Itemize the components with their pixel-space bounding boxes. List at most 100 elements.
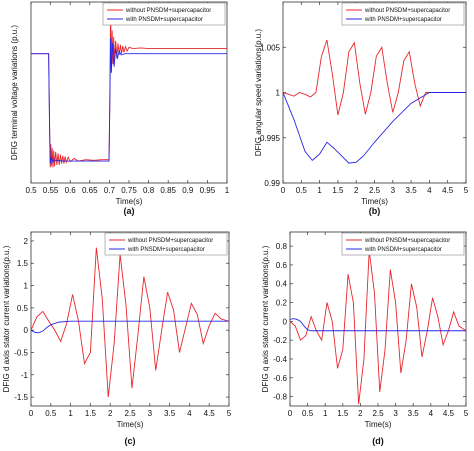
x-tick-label: 1 [68, 409, 73, 418]
x-tick-label: 4 [429, 409, 434, 418]
x-tick-label: 3.5 [408, 409, 420, 418]
plot-area [30, 1, 228, 184]
panel-caption: (a) [124, 206, 135, 216]
y-tick-label: -1.5 [14, 393, 28, 402]
chart-panel-d: 0 0.5 1 1.5 2 2.5 3 3.5 4 4.5 5 -0.8 -0.6 -0.4 -0.2 0 0.… [261, 231, 469, 446]
y-tick-label: 0.6 [276, 261, 288, 270]
y-tick-label: 2 [24, 237, 29, 246]
x-tick-label: 4.5 [442, 186, 454, 195]
x-tick-label: 1 [317, 186, 322, 195]
x-tick-label: 2.5 [369, 186, 381, 195]
y-tick-label: -0.5 [14, 348, 28, 357]
x-tick-label: 0 [29, 409, 34, 418]
x-tick-label: 3 [391, 186, 396, 195]
plot-area [289, 231, 467, 407]
panel-caption: (c) [125, 436, 136, 446]
x-tick-label: 1.5 [337, 409, 349, 418]
x-tick-label: 2 [354, 186, 359, 195]
y-tick-label: 0.2 [276, 299, 288, 308]
x-tick-label: 2.5 [372, 409, 384, 418]
x-tick-label: 0 [281, 186, 286, 195]
legend-label: with PNSDM+supercapacitor [125, 17, 203, 23]
y-tick-label: -0.6 [273, 374, 287, 383]
y-tick-label: 1 [24, 282, 29, 291]
legend [341, 232, 465, 256]
y-tick-label: 1.5 [17, 259, 29, 268]
y-tick-label: -0.2 [273, 336, 287, 345]
x-tick-label: 0.5 [302, 409, 314, 418]
x-tick-label: 0.7 [104, 186, 116, 195]
y-tick-label: 0.5 [17, 304, 29, 313]
y-axis-label: DFIG angular speed variations(p.u.) [254, 29, 263, 157]
x-axis-label: Time(s) [116, 197, 143, 206]
x-tick-label: 0.75 [121, 186, 137, 195]
plot-area [30, 231, 230, 407]
legend-label: with PNSDM+supercapacitor [364, 247, 442, 253]
x-tick-label: 0.5 [296, 186, 308, 195]
series-line-with-pnsdm [290, 318, 466, 332]
x-axis-label: Time(s) [117, 420, 144, 429]
chart-panel-b: 0 0.5 1 1.5 2 2.5 3 3.5 4 4.5 5 0.99 0.995 1 1.005 with… [254, 1, 469, 216]
legend-label: without PNSDM+supercapacitor [125, 8, 211, 14]
x-tick-label: 0.95 [200, 186, 216, 195]
y-axis-label: DFIG q axis stator current variations(p.… [261, 245, 270, 392]
panel-caption: (d) [372, 436, 384, 446]
legend-label: with PNSDM+supercapacitor [364, 17, 442, 23]
y-tick-label: 0.995 [260, 134, 281, 143]
x-tick-label: 3 [393, 409, 398, 418]
x-tick-label: 5 [464, 409, 469, 418]
legend-label: without PNSDM+supercapacitor [127, 238, 213, 244]
legend [341, 2, 465, 26]
y-tick-label: 0.99 [264, 179, 280, 188]
legend-label: without PNSDM+supercapacitor [364, 238, 450, 244]
y-tick-label: 0.4 [276, 280, 288, 289]
y-axis-label: DFIG d axis stator current variations(p.… [2, 245, 11, 392]
y-tick-label: 1 [276, 89, 281, 98]
y-tick-label: -0.8 [273, 393, 287, 402]
x-tick-label: 0.65 [82, 186, 98, 195]
x-tick-label: 0.85 [160, 186, 176, 195]
x-axis-label: Time(s) [365, 420, 392, 429]
x-tick-label: 3.5 [406, 186, 418, 195]
y-tick-label: 0.8 [276, 242, 288, 251]
x-tick-label: 5 [227, 409, 232, 418]
y-tick-label: 1.005 [260, 43, 281, 52]
legend-label: without PNSDM+supercapacitor [364, 8, 450, 14]
x-tick-label: 1.5 [332, 186, 344, 195]
x-tick-label: 1.5 [85, 409, 97, 418]
x-tick-label: 0.6 [65, 186, 77, 195]
panel-caption: (b) [369, 206, 381, 216]
x-tick-label: 0.5 [25, 186, 37, 195]
x-tick-label: 0.9 [182, 186, 194, 195]
series-line-with-pnsdm [283, 92, 466, 164]
legend-label: with PNSDM+supercapacitor [127, 247, 205, 253]
x-tick-label: 0.55 [43, 186, 59, 195]
y-tick-label: 0 [283, 317, 288, 326]
x-tick-label: 0 [288, 409, 293, 418]
series-line-with-pnsdm [31, 320, 229, 334]
chart-panel-a: 0.5 0.55 0.6 0.65 0.7 0.75 0.8 0.85 0.9 0.95 1 with… [10, 1, 230, 216]
x-tick-label: 4.5 [443, 409, 455, 418]
x-tick-label: 3 [148, 409, 153, 418]
x-tick-label: 2 [108, 409, 113, 418]
x-tick-label: 0.8 [143, 186, 155, 195]
y-tick-label: 0 [24, 326, 29, 335]
y-axis-label: DFIG terminal voltage variations (p.u.) [10, 25, 19, 160]
legend [102, 2, 226, 26]
series-line-without-pnsdm [290, 250, 466, 405]
x-tick-label: 0.5 [45, 409, 57, 418]
x-tick-label: 1 [323, 409, 328, 418]
series-line-without-pnsdm [31, 247, 229, 398]
x-tick-label: 4 [187, 409, 192, 418]
y-tick-label: -0.4 [273, 355, 287, 364]
legend [104, 232, 228, 256]
x-axis-label: Time(s) [361, 197, 388, 206]
chart-panel-c: 0 0.5 1 1.5 2 2.5 3 3.5 4 4.5 5 -1.5 -1 -0.5 0 0.5 1 1.5 2… [2, 231, 232, 446]
y-tick-label: -1 [21, 371, 29, 380]
x-tick-label: 1 [225, 186, 230, 195]
x-tick-label: 2 [358, 409, 363, 418]
x-tick-label: 2.5 [124, 409, 136, 418]
x-tick-label: 3.5 [164, 409, 176, 418]
series-line-with-pnsdm [31, 38, 227, 164]
